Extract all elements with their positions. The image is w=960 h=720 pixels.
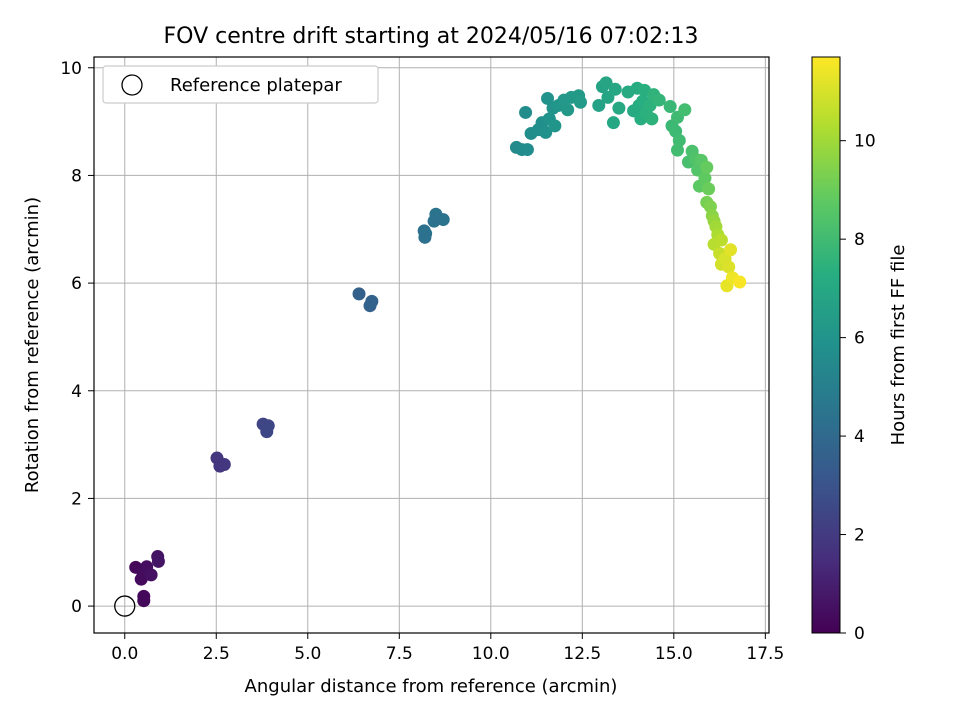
y-ticks: 0 2 4 6 8 10 bbox=[60, 59, 94, 617]
colorbar-tick-label: 0 bbox=[854, 624, 865, 644]
x-tick-label: 5.0 bbox=[294, 644, 321, 664]
data-point bbox=[561, 103, 575, 117]
data-point bbox=[260, 425, 274, 439]
data-point bbox=[670, 143, 684, 157]
x-tick-label: 7.5 bbox=[386, 644, 413, 664]
data-point bbox=[365, 294, 379, 308]
y-tick-label: 8 bbox=[71, 166, 82, 186]
data-point bbox=[419, 227, 433, 241]
data-point bbox=[724, 243, 738, 257]
data-point bbox=[573, 95, 587, 109]
colorbar-label: Hours from first FF file bbox=[888, 245, 909, 446]
colorbar-tick-label: 10 bbox=[854, 132, 876, 152]
data-point bbox=[672, 133, 686, 147]
data-point bbox=[352, 287, 366, 301]
y-axis-label: Rotation from reference (arcmin) bbox=[22, 197, 43, 493]
data-point bbox=[722, 260, 736, 274]
scatter-points bbox=[129, 76, 747, 608]
data-point bbox=[645, 112, 659, 126]
legend-label: Reference platepar bbox=[170, 75, 342, 96]
colorbar-tick-label: 4 bbox=[854, 427, 865, 447]
x-axis-label: Angular distance from reference (arcmin) bbox=[245, 676, 618, 697]
data-point bbox=[612, 101, 626, 115]
data-point bbox=[702, 182, 716, 196]
colorbar-tick-label: 2 bbox=[854, 526, 865, 546]
y-tick-label: 10 bbox=[60, 59, 82, 79]
data-point bbox=[519, 105, 533, 119]
colorbar-tick-label: 6 bbox=[854, 329, 865, 349]
data-point bbox=[436, 213, 450, 227]
legend: Reference platepar bbox=[102, 65, 379, 104]
data-point bbox=[137, 594, 151, 608]
data-point bbox=[539, 125, 553, 139]
grid bbox=[94, 57, 769, 633]
data-point bbox=[663, 100, 677, 114]
data-point bbox=[608, 82, 622, 96]
data-point bbox=[541, 91, 555, 105]
reference-point bbox=[114, 595, 136, 617]
y-tick-label: 6 bbox=[71, 274, 82, 294]
x-tick-label: 12.5 bbox=[563, 644, 601, 664]
colorbar-ticks: 0 2 4 6 8 10 bbox=[840, 132, 876, 644]
colorbar: 0 2 4 6 8 10 Hours from first FF file bbox=[811, 56, 909, 644]
colorbar-gradient bbox=[811, 56, 841, 634]
x-tick-label: 0.0 bbox=[111, 644, 138, 664]
legend-box bbox=[102, 65, 379, 104]
data-point bbox=[652, 93, 666, 107]
x-tick-label: 15.0 bbox=[655, 644, 693, 664]
data-point bbox=[548, 119, 562, 133]
x-ticks: 0.0 2.5 5.0 7.5 10.0 12.5 15.0 17.5 bbox=[111, 633, 784, 664]
data-point bbox=[678, 103, 692, 117]
plot-frame bbox=[93, 56, 770, 634]
data-point bbox=[151, 554, 165, 568]
chart-title: FOV centre drift starting at 2024/05/16 … bbox=[164, 24, 699, 49]
x-tick-label: 2.5 bbox=[203, 644, 230, 664]
data-point bbox=[144, 568, 158, 582]
colorbar-tick-label: 8 bbox=[854, 230, 865, 250]
data-point bbox=[520, 143, 534, 157]
data-point bbox=[592, 98, 606, 112]
x-tick-label: 10.0 bbox=[472, 644, 510, 664]
y-tick-label: 4 bbox=[71, 382, 82, 402]
legend-marker-open-circle bbox=[121, 74, 143, 96]
y-tick-label: 2 bbox=[71, 489, 82, 509]
x-tick-label: 17.5 bbox=[746, 644, 784, 664]
data-point bbox=[714, 233, 728, 247]
data-point bbox=[733, 275, 747, 289]
data-point bbox=[217, 458, 231, 472]
y-tick-label: 0 bbox=[71, 597, 82, 617]
data-point bbox=[606, 116, 620, 130]
data-point bbox=[599, 76, 613, 90]
data-point bbox=[698, 171, 712, 185]
reference-marker bbox=[114, 595, 136, 617]
data-point bbox=[700, 160, 714, 174]
